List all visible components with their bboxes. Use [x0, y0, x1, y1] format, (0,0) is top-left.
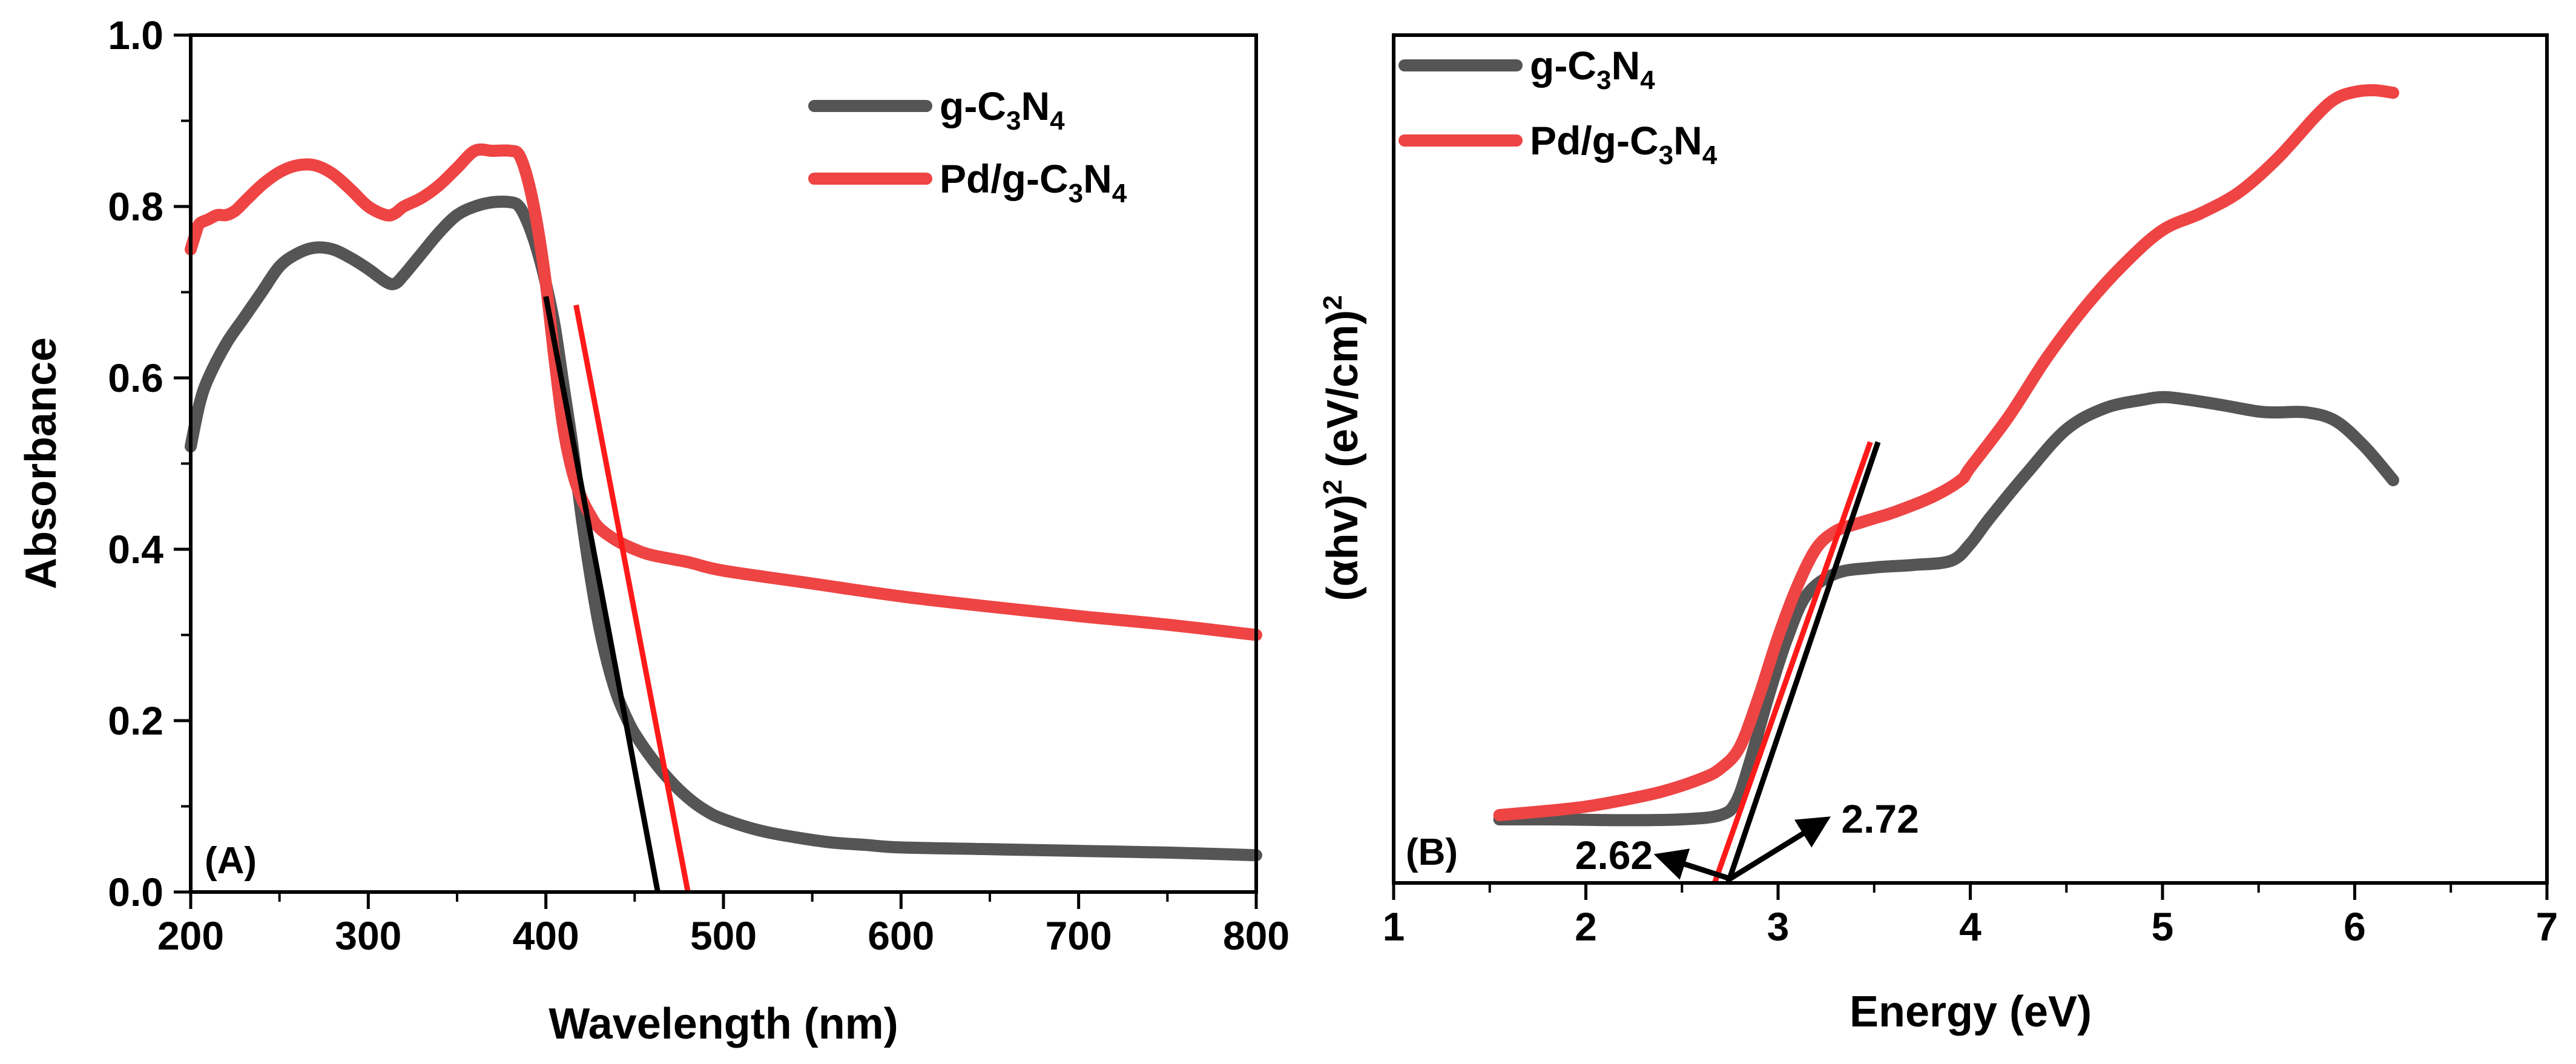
- y-tick-label: 0.4: [108, 527, 163, 572]
- panel-b-y-axis-label: (αhv)2 (eV/cm)2: [1318, 295, 1367, 601]
- legend-label-pd-g-c3n4-b: Pd/g-C3N4: [1530, 118, 1718, 170]
- panel-a-x-axis-label: Wavelength (nm): [548, 1000, 898, 1048]
- legend-label-pd-g-c3n4: Pd/g-C3N4: [940, 156, 1127, 208]
- tangent-line-1: [573, 304, 691, 893]
- bandgap-value-label: 2.72: [1841, 796, 1919, 841]
- panel-b-tauc-plot: 2.62 2.72 1 2 3 4 5 6 7 Energy (eV) (αhv)2 (eV/…: [1318, 33, 2558, 1036]
- bandgap-arrow-0: [1653, 848, 1731, 882]
- x-tick-label: 200: [157, 913, 224, 958]
- x-tick-label: 600: [868, 913, 934, 958]
- legend-label-g-c3n4: g-C3N4: [940, 84, 1065, 136]
- y-tick-label: 0.6: [108, 355, 163, 400]
- panel-b-bandgap-annotations: 2.62 2.72: [1575, 796, 1919, 882]
- panel-a-frame: [189, 33, 1258, 894]
- series-line-pd-g-c3n4: [1493, 84, 2399, 821]
- y-tick-label: 0.0: [108, 870, 163, 914]
- legend-label-g-c3n4-b: g-C3N4: [1530, 43, 1655, 95]
- panel-a-legend: g-C3N4 Pd/g-C3N4: [808, 84, 1127, 208]
- y-tick-label: 0.8: [108, 184, 163, 229]
- panel-a-tick-labels: 200 300 400 500 600 700 800 0.0 0.2 0.4 0.6 0.8 1.0: [108, 13, 1290, 958]
- x-tick-label: 800: [1223, 913, 1290, 958]
- y-tick-label: 0.2: [108, 698, 163, 743]
- panel-b-label: (B): [1406, 831, 1458, 873]
- x-tick-label: 2: [1575, 904, 1597, 949]
- x-tick-label: 6: [2344, 904, 2366, 949]
- x-tick-label: 7: [2536, 904, 2558, 949]
- bandgap-value-label: 2.62: [1575, 833, 1653, 877]
- series-line-g-c3n4: [1493, 391, 2399, 827]
- x-tick-label: 400: [513, 913, 579, 958]
- panel-a-absorbance-chart: 200 300 400 500 600 700 8000.00.20.40.60.81.0 …: [17, 13, 1290, 1048]
- y-tick-label: 1.0: [108, 13, 163, 58]
- series-line-g-c3n4: [185, 196, 1262, 862]
- x-tick-label: 4: [1959, 904, 1981, 949]
- x-tick-label: 3: [1767, 904, 1790, 949]
- x-tick-label: 1: [1383, 904, 1405, 949]
- panel-b-tick-labels: 1 2 3 4 5 6 7: [1383, 904, 2558, 949]
- bandgap-arrow-1: [1728, 816, 1831, 881]
- panel-b-ticks: [1392, 883, 2549, 900]
- panel-a-series: [185, 143, 1262, 862]
- tangent-line-0: [543, 296, 660, 893]
- panel-b-x-axis-label: Energy (eV): [1850, 988, 2092, 1036]
- panel-b-series: [1493, 84, 2399, 827]
- tangent-line-1: [1711, 441, 1873, 884]
- tangent-line-0: [1725, 441, 1881, 884]
- x-tick-label: 500: [690, 913, 757, 958]
- panel-a-tangent-lines: [543, 296, 691, 893]
- panel-b-legend: g-C3N4 Pd/g-C3N4: [1398, 43, 1718, 170]
- x-tick-label: 300: [335, 913, 401, 958]
- panel-a-label: (A): [205, 840, 257, 882]
- series-line-pd-g-c3n4: [185, 143, 1262, 641]
- x-tick-label: 5: [2152, 904, 2174, 949]
- panel-b-tangent-lines: [1711, 441, 1881, 884]
- panel-a-y-axis-label: Absorbance: [17, 337, 65, 589]
- x-tick-label: 700: [1046, 913, 1112, 958]
- panel-b-frame: [1392, 33, 2549, 885]
